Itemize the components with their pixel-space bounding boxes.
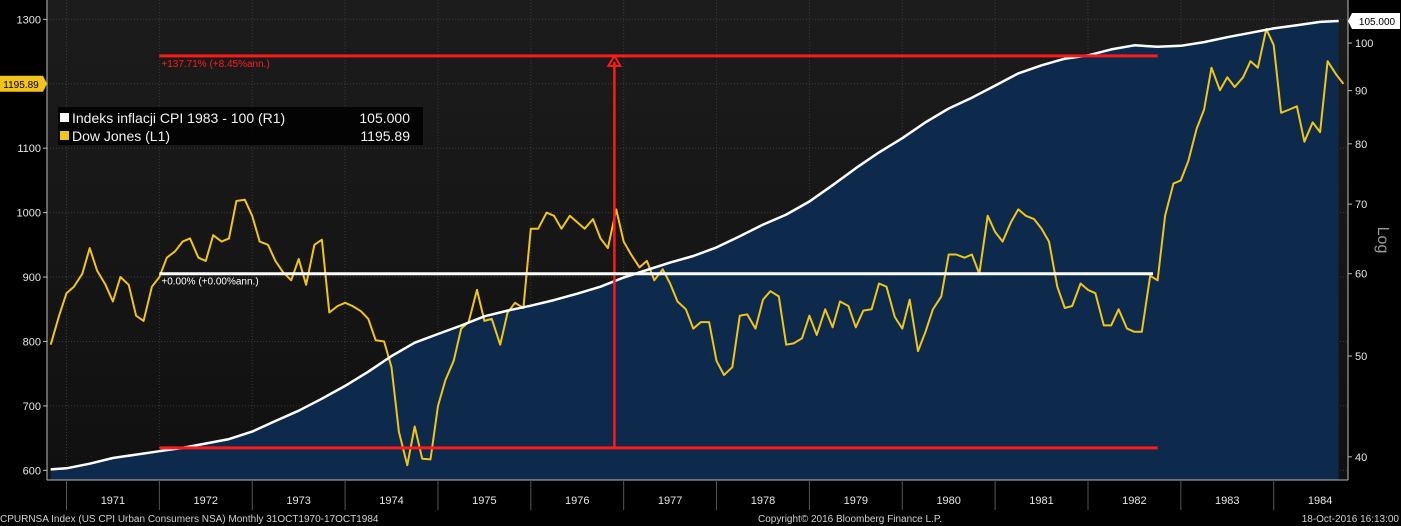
x-tick-label: 1982 — [1122, 495, 1146, 507]
x-tick-label: 1978 — [751, 495, 775, 507]
right-last-value-tag — [1348, 13, 1400, 30]
series-lines — [49, 19, 1345, 471]
axes: 6007008009001000110012001300405060708090… — [0, 0, 1400, 510]
right-tick-label: 80 — [1355, 139, 1367, 151]
cpi-area-fill — [50, 21, 1339, 480]
arrow-head — [606, 53, 623, 67]
right-tick-label: 100 — [1355, 38, 1373, 50]
right-tick-label: 50 — [1355, 351, 1367, 363]
right-tick-label: 60 — [1355, 269, 1367, 281]
x-tick-label: 1979 — [844, 495, 868, 507]
right-tick-label: 40 — [1355, 452, 1367, 464]
left-tick-label: 1000 — [17, 208, 41, 220]
footer-right: 18-Oct-2016 16:13:00 — [1302, 514, 1400, 525]
cpi-area — [50, 21, 1339, 480]
x-tick-label: 1975 — [472, 495, 496, 507]
upper-level-line-label: +137.71% (+8.45%ann.) — [161, 59, 269, 70]
legend-box — [58, 107, 423, 145]
footer-left: CPURNSA Index (US CPI Urban Consumers NS… — [0, 514, 379, 525]
annotations: +137.71% (+8.45%ann.) +0.00% (+0.00%ann.) — [159, 53, 1158, 450]
legend-swatch — [60, 113, 69, 122]
right-axis-label: Log — [1374, 227, 1391, 254]
footer-center: Copyright© 2016 Bloomberg Finance L.P. — [758, 514, 942, 525]
left-last-value-tag — [0, 75, 43, 92]
x-tick-label: 1977 — [658, 495, 682, 507]
legend-value: 1195.89 — [360, 128, 410, 144]
right-last-value-text: 105.000 — [1359, 17, 1396, 28]
x-tick-label: 1974 — [379, 495, 403, 507]
x-tick-label: 1980 — [936, 495, 960, 507]
legend-swatch — [60, 131, 69, 140]
left-tick-label: 600 — [23, 465, 41, 477]
x-tick-label: 1973 — [286, 495, 310, 507]
legend: Indeks inflacji CPI 1983 - 100 (R1) 105.0… — [58, 107, 423, 145]
legend-value: 105.000 — [359, 110, 410, 126]
x-tick-label: 1976 — [565, 495, 589, 507]
x-tick-label: 1972 — [194, 495, 218, 507]
legend-label: Dow Jones (L1) — [72, 128, 170, 144]
left-tick-label: 700 — [23, 401, 41, 413]
right-tick-label: 90 — [1355, 86, 1367, 98]
x-axis-band — [47, 480, 1348, 510]
right-tick-label: 70 — [1355, 199, 1367, 211]
left-tick-label: 900 — [23, 272, 41, 284]
x-tick-label: 1983 — [1215, 495, 1239, 507]
left-last-value-text: 1195.89 — [3, 80, 39, 91]
left-tick-label: 800 — [23, 336, 41, 348]
dow-jones-line — [49, 28, 1345, 467]
left-last-value-tag-arrow — [43, 75, 47, 92]
x-tick-label: 1984 — [1308, 495, 1332, 507]
cpi-line — [50, 19, 1339, 471]
legend-label: Indeks inflacji CPI 1983 - 100 (R1) — [72, 110, 285, 126]
x-tick-label: 1981 — [1029, 495, 1053, 507]
left-tick-label: 1100 — [17, 143, 41, 155]
left-tick-label: 1300 — [17, 14, 41, 26]
footer: CPURNSA Index (US CPI Urban Consumers NS… — [0, 514, 1399, 525]
x-tick-label: 1971 — [101, 495, 125, 507]
mid-level-line-label: +0.00% (+0.00%ann.) — [161, 277, 258, 288]
